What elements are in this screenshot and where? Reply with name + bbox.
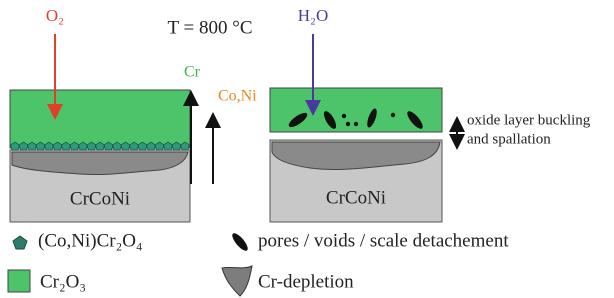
depletion-swatch	[222, 266, 252, 296]
spinel-swatch	[13, 236, 27, 249]
legend-label: Cr₂O₃	[40, 271, 86, 292]
legend-label: (Co,Ni)Cr₂O₄	[38, 230, 143, 251]
legend-label: Cr-depletion	[258, 271, 354, 292]
substrate-label: CrCoNi	[70, 188, 130, 209]
oxidant-label: O₂	[46, 6, 64, 25]
legend-label: pores / voids / scale detachement	[258, 230, 509, 251]
chromia-layer	[10, 90, 190, 148]
coni-label: Co,Ni	[218, 88, 257, 105]
note: oxide layer buckling	[467, 112, 591, 128]
substrate-label: CrCoNi	[326, 187, 386, 208]
oxidant-label: H₂O	[298, 6, 328, 25]
temperature: T = 800 °C	[168, 17, 253, 38]
note: and spallation	[467, 131, 551, 147]
chromia-swatch	[8, 270, 30, 292]
cr-label: Cr	[184, 64, 201, 81]
diagram: CrCoNi O₂ Cr Co,Ni T = 800 °C CrCoNi H₂O…	[0, 0, 614, 298]
pores-swatch	[230, 231, 250, 253]
